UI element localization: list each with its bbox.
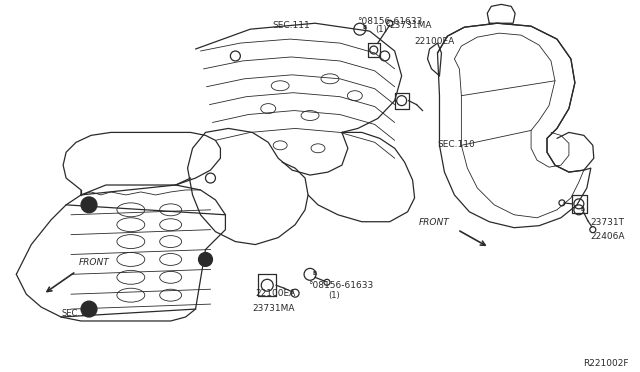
Circle shape: [81, 301, 97, 317]
Text: FRONT: FRONT: [79, 259, 110, 267]
Text: SEC.111: SEC.111: [272, 21, 310, 30]
Text: FRONT: FRONT: [419, 218, 449, 227]
Text: (1): (1): [328, 291, 340, 300]
Text: 22100EA: 22100EA: [415, 37, 455, 46]
Text: °08156-61633: °08156-61633: [357, 17, 422, 26]
Text: (1): (1): [375, 25, 387, 34]
Text: B: B: [312, 271, 316, 276]
Text: 23731MA: 23731MA: [390, 21, 432, 30]
Text: 23731MA: 23731MA: [252, 304, 295, 313]
Text: SEC.110: SEC.110: [438, 140, 476, 149]
Text: B: B: [581, 207, 584, 212]
Text: B: B: [363, 25, 367, 30]
Text: R221002F: R221002F: [583, 359, 628, 368]
Text: SEC.111: SEC.111: [61, 309, 96, 318]
Text: °08156-61633: °08156-61633: [308, 281, 373, 290]
Circle shape: [81, 197, 97, 213]
Text: 22100EA: 22100EA: [255, 289, 296, 298]
Circle shape: [198, 253, 212, 266]
Text: 23731T: 23731T: [591, 218, 625, 227]
Text: 22406A: 22406A: [591, 232, 625, 241]
